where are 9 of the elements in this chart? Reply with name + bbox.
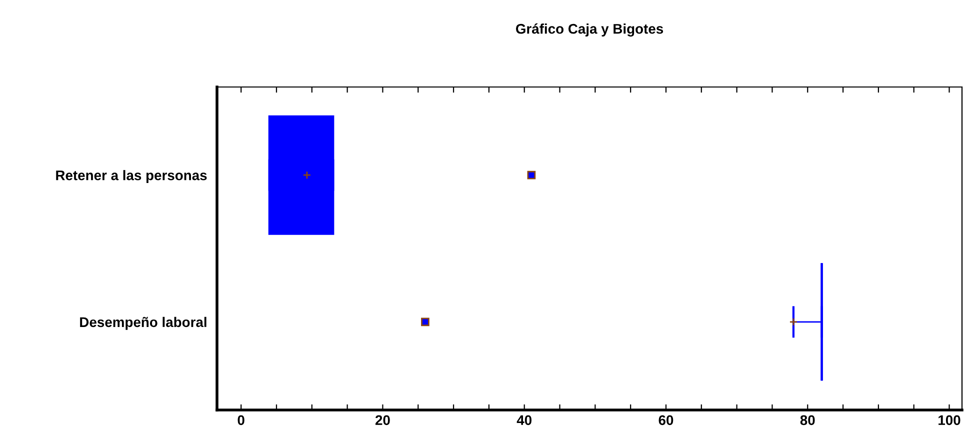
chart-title: Gráfico Caja y Bigotes — [516, 23, 664, 37]
x-tick-label: 80 — [800, 415, 815, 426]
x-tick-label: 20 — [375, 415, 390, 426]
x-tick-label: 100 — [938, 415, 960, 426]
y-tick-label: Desempeño laboral — [80, 316, 206, 330]
x-tick-label: 40 — [516, 415, 532, 426]
y-tick-label: Retener a las personas — [56, 170, 207, 184]
x-tick-label: 0 — [238, 415, 244, 426]
x-tick-label: 60 — [658, 415, 674, 426]
